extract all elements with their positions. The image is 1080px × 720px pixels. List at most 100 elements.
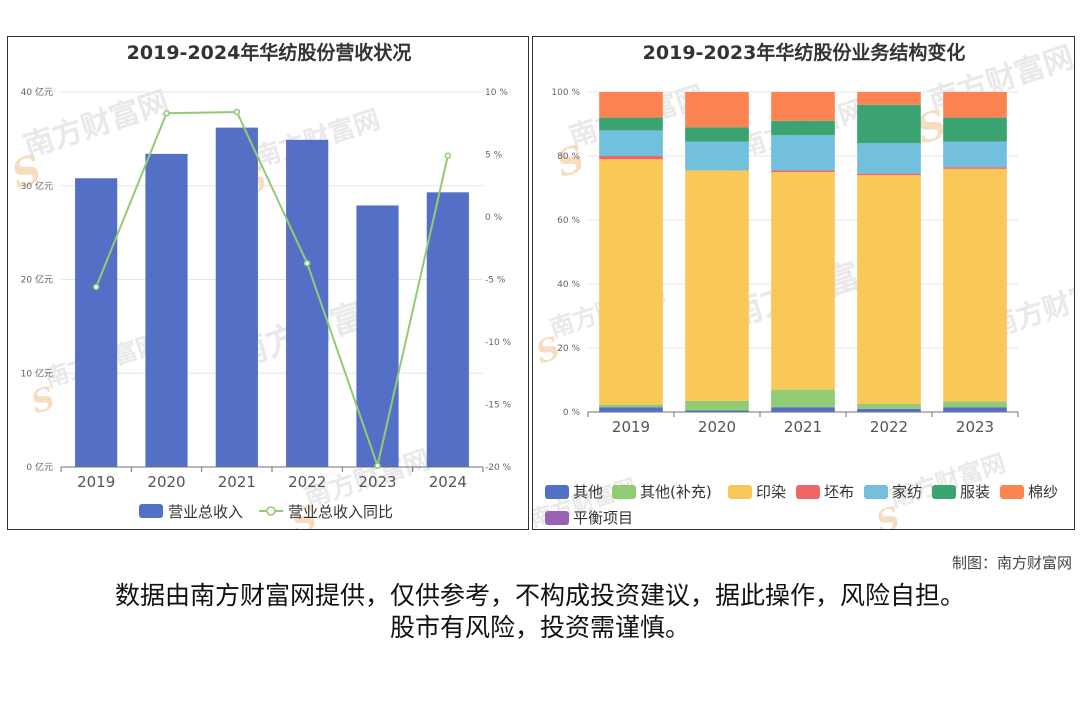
legend-swatch [796,485,820,499]
chart-title: 2019-2024年华纺股份营收状况 [127,41,412,64]
stack-segment [685,127,749,142]
legend-label: 其他 [573,483,603,501]
x-tick-label: 2021 [784,418,822,436]
legend-label: 印染 [756,483,786,501]
y-right-tick-label: -5 % [485,276,506,286]
x-tick-label: 2019 [77,473,115,491]
legend-label-yoy: 营业总收入同比 [288,503,393,521]
stack-segment [599,92,663,118]
legend-label: 家纺 [892,483,922,501]
y-tick-label: 100 % [551,88,580,98]
stack-segment [857,92,921,105]
stack-segment [943,407,1007,412]
disclaimer-line-1: 数据由南方财富网提供，仅供参考，不构成投资建议，据此操作，风险自担。 [114,581,965,610]
yoy-growth-point [163,110,170,117]
yoy-growth-point [303,260,311,267]
stack-segment [857,408,921,412]
stack-segment [771,407,835,412]
stack-segment [857,175,921,404]
yoy-growth-point [444,152,452,159]
disclaimer-line-2: 股市有风险，投资需谨慎。 [389,613,690,642]
legend-swatch [545,511,569,525]
legend-label: 棉纱 [1028,483,1058,501]
yoy-growth-line [95,110,449,470]
x-tick-label: 2019 [612,418,650,436]
legend-swatch [1000,485,1024,499]
stack-segment [943,168,1007,402]
y-tick-label: 80 % [557,152,580,162]
stack-segment [943,92,1007,118]
legend-label: 其他(补充) [640,483,712,501]
legend-swatch [864,485,888,499]
legend-label: 服装 [960,483,990,501]
watermark-text: 南方财富网 [886,448,1009,513]
stack-segment [771,172,835,390]
stack-segment [943,141,1007,168]
stack-segment [599,117,663,131]
y-left-tick-label: 30 亿元 [21,180,53,192]
revenue-chart: 南方财富网S南方财富网S南方财富网S南方财富网S南方财富网S2019-2024年… [8,41,512,529]
revenue-bar [145,153,188,467]
y-right-tick-label: 0 % [485,213,503,223]
stack-segment [857,104,921,144]
stack-segment [857,173,921,176]
y-right-tick-label: -15 % [485,401,512,411]
stack-segment [685,141,749,171]
stack-segment [943,401,1007,408]
stack-segment [685,400,749,411]
stack-segment [857,404,921,409]
y-left-tick-label: 40 亿元 [21,86,53,98]
y-tick-label: 0 % [563,408,581,418]
stack-segment [771,92,835,121]
revenue-bar [426,192,469,467]
stack-segment [857,143,921,174]
chart-title: 2019-2023年华纺股份业务结构变化 [643,41,966,64]
x-tick-label: 2021 [218,473,256,491]
x-tick-label: 2020 [147,473,185,491]
stack-segment [771,120,835,136]
legend-swatch [612,485,636,499]
y-left-tick-label: 0 亿元 [26,461,53,473]
legend-label: 平衡项目 [573,509,633,527]
y-tick-label: 40 % [557,280,580,290]
stack-segment [599,156,663,160]
stack-segment [771,135,835,171]
legend-swatch-yoy-marker [266,506,276,516]
yoy-growth-point [233,108,241,116]
legend-swatch-revenue [139,504,163,518]
revenue-bar [75,178,118,467]
legend-swatch [545,485,569,499]
chart-credit: 制图：南方财富网 [951,554,1072,572]
x-tick-label: 2022 [288,473,326,491]
y-right-tick-label: 5 % [485,151,503,161]
revenue-chart-panel: 南方财富网S南方财富网S南方财富网S南方财富网S南方财富网S2019-2024年… [7,36,529,530]
x-tick-label: 2020 [698,418,736,436]
stack-segment [685,92,749,128]
x-tick-label: 2024 [429,473,467,491]
revenue-bar [356,205,399,467]
y-right-tick-label: 10 % [485,88,508,98]
stack-segment [599,130,663,156]
stack-segment [771,389,835,408]
business-structure-chart: 南方财富网S南方财富网S南方财富网S南方财富网S南方财富网S南方财富网S南方财富… [533,40,1074,529]
x-tick-label: 2023 [358,473,396,491]
stack-segment [943,117,1007,142]
business-structure-chart-panel: 南方财富网S南方财富网S南方财富网S南方财富网S南方财富网S南方财富网S南方财富… [532,36,1075,530]
stack-segment [599,404,663,408]
yoy-growth-point [92,283,100,291]
revenue-bar [215,127,258,467]
legend-label-revenue: 营业总收入 [168,503,243,521]
stack-segment [685,410,749,412]
stack-segment [599,159,663,405]
y-tick-label: 20 % [557,344,580,354]
y-right-tick-label: -10 % [485,338,512,348]
x-tick-label: 2023 [956,418,994,436]
y-tick-label: 60 % [557,216,580,226]
disclaimer: 数据由南方财富网提供，仅供参考，不构成投资建议，据此操作，风险自担。 股市有风险… [0,580,1080,644]
legend-swatch [728,485,752,499]
y-right-tick-label: -20 % [485,463,512,473]
y-left-tick-label: 20 亿元 [21,274,53,286]
stack-segment [599,407,663,412]
legend-label: 坯布 [824,483,854,501]
legend-swatch [932,485,956,499]
